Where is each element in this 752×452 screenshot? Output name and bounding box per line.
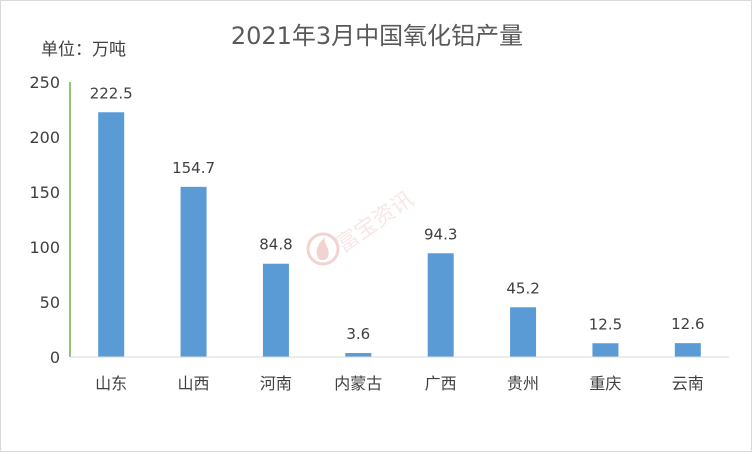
watermark: 富宝资讯 (306, 187, 419, 266)
data-label: 45.2 (506, 279, 539, 297)
data-label: 84.8 (259, 236, 292, 254)
category-label: 重庆 (589, 374, 621, 393)
category-labels: 山东 山西 河南 内蒙古 广西 贵州 重庆 云南 (95, 374, 704, 393)
bar (180, 186, 207, 357)
y-tick-label: 50 (40, 293, 60, 312)
data-label: 222.5 (90, 84, 133, 102)
data-label: 12.5 (589, 315, 622, 333)
category-label: 山西 (178, 374, 210, 393)
y-tick-label: 200 (29, 128, 60, 147)
data-labels: 222.5 154.7 84.8 3.6 94.3 45.2 12.5 12.6 (90, 84, 705, 343)
unit-label: 单位：万吨 (41, 40, 126, 60)
bar (510, 307, 537, 357)
bar (674, 343, 701, 357)
y-tick-label: 0 (50, 348, 60, 367)
chart-title: 2021年3月中国氧化铝产量 (231, 22, 523, 50)
y-axis-ticks: 0 50 100 150 200 250 (29, 73, 60, 367)
bar (98, 112, 125, 357)
bars (98, 112, 701, 357)
bar (345, 353, 372, 357)
y-tick-label: 150 (29, 183, 60, 202)
bar (262, 263, 289, 357)
y-tick-label: 250 (29, 73, 60, 92)
bar (592, 343, 619, 357)
data-label: 12.6 (671, 315, 704, 333)
data-label: 94.3 (424, 225, 457, 243)
watermark-text: 富宝资讯 (332, 187, 418, 258)
category-label: 山东 (95, 374, 127, 393)
category-label: 广西 (425, 374, 457, 393)
category-label: 河南 (260, 374, 292, 393)
y-tick-label: 100 (29, 238, 60, 257)
data-label: 154.7 (172, 159, 215, 177)
category-label: 内蒙古 (334, 374, 382, 393)
data-label: 3.6 (346, 325, 370, 343)
category-label: 云南 (672, 374, 704, 393)
flame-logo-icon (306, 232, 340, 266)
bar (427, 253, 454, 357)
category-label: 贵州 (507, 374, 539, 393)
